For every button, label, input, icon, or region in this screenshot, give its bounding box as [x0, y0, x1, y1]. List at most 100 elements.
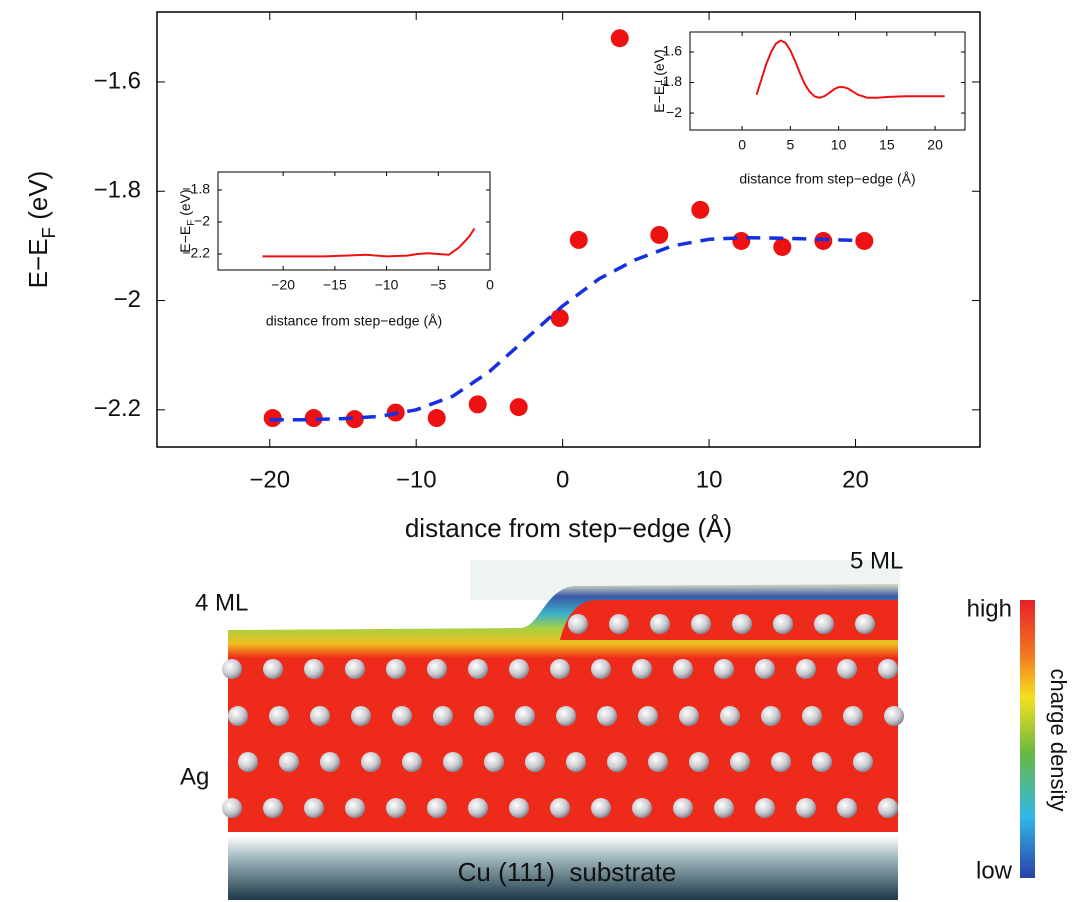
- y-axis-label-part: E−E: [177, 226, 193, 253]
- y-tick-label: −2.2: [94, 395, 141, 422]
- x-tick-label: −15: [323, 277, 347, 293]
- atom: [443, 752, 463, 772]
- y-axis-label: E−EF (eV): [651, 49, 671, 112]
- atom: [714, 798, 734, 818]
- x-tick-label: −10: [375, 277, 399, 293]
- data-point: [569, 230, 588, 249]
- y-axis-label: E−EF (eV): [177, 189, 197, 252]
- y-tick-label: −2.2: [182, 245, 210, 261]
- atom: [345, 659, 365, 679]
- atom: [386, 798, 406, 818]
- atom: [263, 659, 283, 679]
- atoms: [222, 614, 904, 818]
- atom: [269, 706, 289, 726]
- x-tick-label: 0: [486, 277, 494, 293]
- atom: [878, 798, 898, 818]
- atom: [392, 706, 412, 726]
- atom: [568, 614, 588, 634]
- y-tick-label: −2: [114, 286, 141, 313]
- atom: [433, 706, 453, 726]
- atom: [468, 798, 488, 818]
- data-point: [509, 398, 528, 417]
- atom: [814, 614, 834, 634]
- atom: [361, 752, 381, 772]
- atom: [345, 798, 365, 818]
- atom: [474, 706, 494, 726]
- data-point: [427, 409, 446, 428]
- y-tick-label: −2: [666, 104, 682, 120]
- atom: [720, 706, 740, 726]
- atom: [509, 798, 529, 818]
- y-tick-label: −1.8: [182, 181, 210, 197]
- atom: [607, 752, 627, 772]
- atom: [632, 798, 652, 818]
- data-point: [773, 237, 792, 256]
- atom: [689, 752, 709, 772]
- atom: [386, 659, 406, 679]
- y-axis-label-part: (eV): [651, 49, 667, 79]
- colorbar-low: low: [976, 857, 1013, 884]
- data-line: [262, 227, 476, 258]
- x-tick-label: −20: [249, 466, 290, 493]
- data-point: [650, 225, 669, 244]
- data-point: [304, 409, 323, 428]
- atom: [673, 659, 693, 679]
- x-axis-label: distance from step−edge (Å): [405, 513, 732, 543]
- atom: [525, 752, 545, 772]
- x-tick-label: 10: [696, 466, 723, 493]
- atom: [761, 706, 781, 726]
- x-tick-label: 15: [879, 137, 895, 153]
- atom: [755, 659, 775, 679]
- atom: [732, 614, 752, 634]
- atom: [650, 614, 670, 634]
- atom: [304, 659, 324, 679]
- x-tick-label: 10: [831, 137, 847, 153]
- atom: [837, 798, 857, 818]
- atom: [673, 798, 693, 818]
- colorbar-title: charge density: [1046, 668, 1071, 811]
- atom: [837, 659, 857, 679]
- atom: [550, 659, 570, 679]
- atom: [509, 659, 529, 679]
- atom: [310, 706, 330, 726]
- x-tick-label: 0: [738, 137, 746, 153]
- atom: [648, 752, 668, 772]
- data-point: [610, 29, 629, 48]
- plot-frame: [689, 31, 966, 131]
- atom: [796, 798, 816, 818]
- atom: [515, 706, 535, 726]
- atom: [638, 706, 658, 726]
- atom: [263, 798, 283, 818]
- atom: [228, 706, 248, 726]
- data-line: [755, 39, 945, 99]
- plot-frame: [156, 11, 981, 448]
- atom: [771, 752, 791, 772]
- atom: [773, 614, 793, 634]
- atom: [222, 659, 242, 679]
- atom: [222, 798, 242, 818]
- colorbar: [1020, 600, 1035, 878]
- y-axis-label-part: F: [186, 220, 197, 226]
- data-point: [691, 200, 710, 219]
- atom: [796, 659, 816, 679]
- atom: [351, 706, 371, 726]
- atom: [679, 706, 699, 726]
- atom: [878, 659, 898, 679]
- substrate: [228, 836, 898, 900]
- atom: [279, 752, 299, 772]
- atom: [730, 752, 750, 772]
- x-tick-label: 20: [927, 137, 943, 153]
- atom: [597, 706, 617, 726]
- atom: [843, 706, 863, 726]
- atom: [691, 614, 711, 634]
- atom: [591, 659, 611, 679]
- x-tick-label: −20: [271, 277, 295, 293]
- step-region: [560, 600, 898, 640]
- x-tick-label: −5: [430, 277, 446, 293]
- y-axis-label-part: (eV): [23, 171, 53, 227]
- illustration: 4 ML 5 ML Ag Cu (111) substrate high low…: [180, 547, 1071, 900]
- label-4ml: 4 ML: [195, 589, 248, 616]
- atom: [238, 752, 258, 772]
- y-tick-label: −1.6: [654, 43, 682, 59]
- atom: [714, 659, 734, 679]
